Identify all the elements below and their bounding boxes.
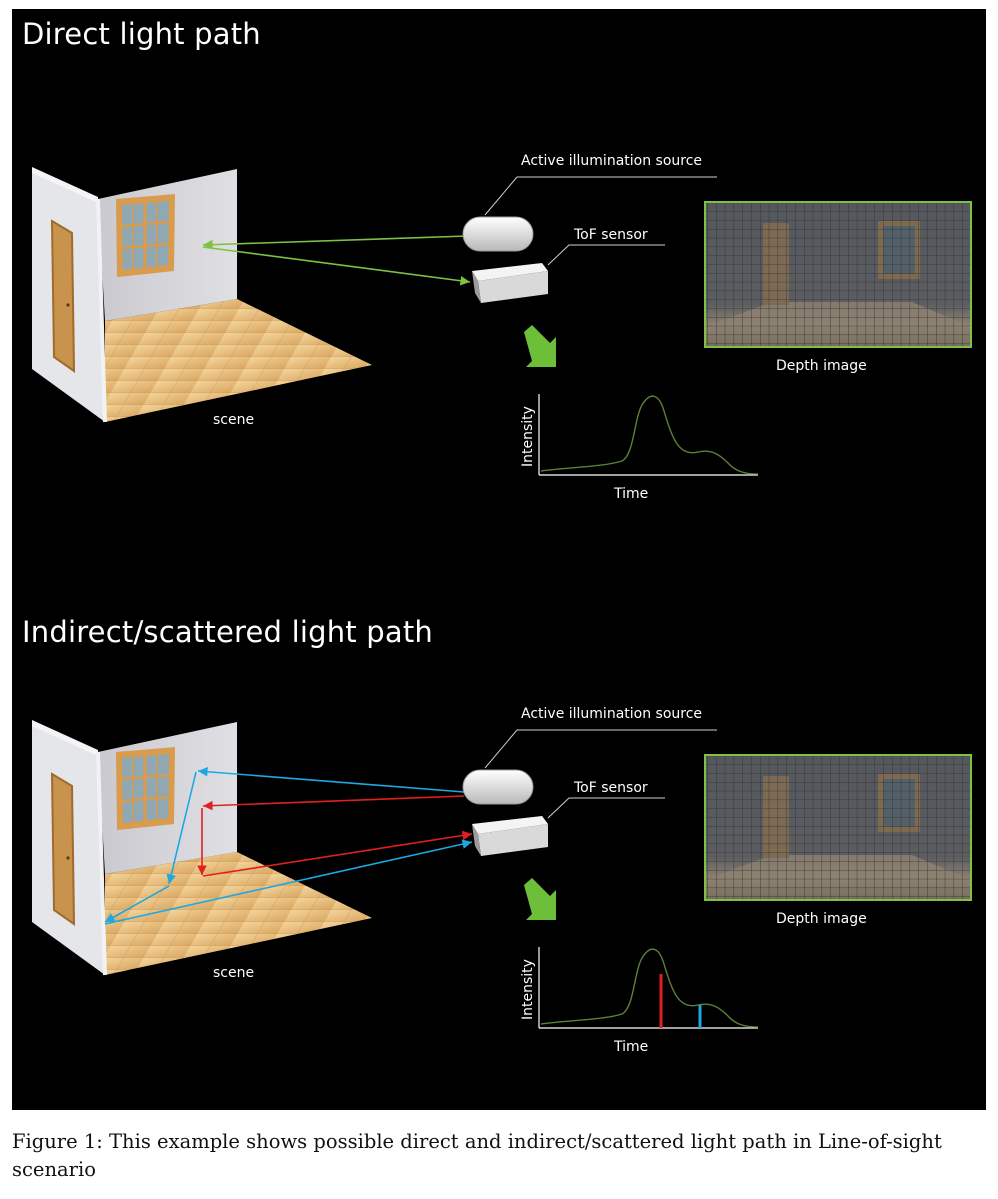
scattered-ray-blue-bounce2 [104,885,170,923]
panel-direct: scene Active illumination source ToF sen… [32,153,972,502]
intensity-curve [540,395,759,475]
illumination-label: Active illumination source [521,706,702,722]
tof-sensor [472,816,548,856]
intensity-plot [538,394,759,476]
intensity-plot [538,947,759,1029]
sensor-label: ToF sensor [573,227,648,243]
panel-title-indirect: Indirect/scattered light path [22,615,433,649]
door [50,219,76,373]
illumination-label: Active illumination source [521,153,702,169]
figure-caption: Figure 1: This example shows possible di… [12,1130,942,1181]
direct-ray-out [202,235,468,250]
window [116,747,175,830]
plot-xlabel: Time [613,486,648,502]
room-scene [32,167,372,423]
down-arrow [524,325,556,367]
scattered-ray-blue-out [197,766,465,793]
sensor-label: ToF sensor [573,780,648,796]
wall-top-edge [32,720,98,756]
tof-sensor [472,263,548,303]
plot-xlabel: Time [613,1039,648,1055]
door-knob [66,303,70,307]
depth-label: Depth image [776,911,867,927]
panel-indirect: scene Active illumination source ToF sen… [32,706,972,1055]
scene-label: scene [213,412,254,428]
scattered-ray-red-return [202,830,473,877]
door [50,772,76,926]
illumination-leader [484,729,717,769]
panel-title-direct: Direct light path [22,17,261,51]
illumination-leader [484,176,717,216]
figure: Direct light path [12,9,986,1110]
depth-image [704,201,972,348]
scattered-ray-red-out [202,795,465,811]
window [116,194,175,277]
plot-ylabel: Intensity [520,959,536,1020]
scene-label: scene [213,965,254,981]
scattered-ray-blue-bounce [166,771,197,885]
down-arrow [524,878,556,920]
illumination-source [462,769,534,805]
intensity-curve [540,948,759,1028]
direct-ray-back [202,246,471,286]
depth-label: Depth image [776,358,867,374]
illumination-source [462,216,534,252]
floor [105,299,372,422]
scattered-ray-blue-return [104,839,473,925]
wall-edge [96,751,107,976]
wall-edge [96,198,107,423]
depth-image [704,754,972,901]
sensor-leader [547,244,665,266]
door-knob [66,856,70,860]
sensor-leader [547,797,665,819]
wall-top-edge [32,167,98,203]
plot-ylabel: Intensity [520,406,536,467]
